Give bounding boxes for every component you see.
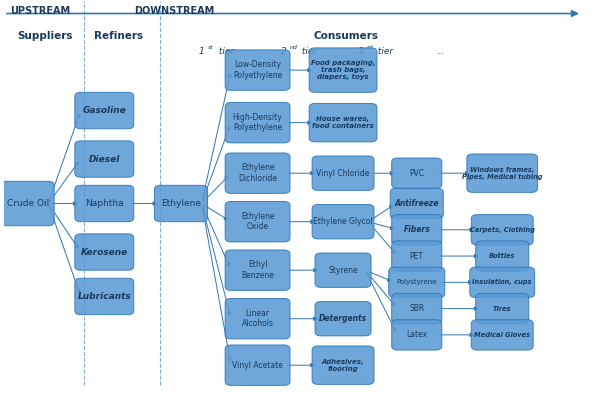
Text: Medical Gloves: Medical Gloves (474, 332, 530, 338)
Text: rd: rd (367, 45, 373, 50)
FancyBboxPatch shape (392, 293, 442, 324)
Text: DOWNSTREAM: DOWNSTREAM (134, 7, 214, 17)
FancyBboxPatch shape (225, 298, 290, 339)
Text: Bottles: Bottles (489, 253, 515, 259)
Text: Refiners: Refiners (95, 31, 143, 41)
Text: 2: 2 (281, 48, 287, 57)
Text: Diesel: Diesel (89, 155, 120, 164)
Text: Low-Density
Polyethylene: Low-Density Polyethylene (233, 60, 282, 80)
FancyBboxPatch shape (471, 320, 533, 350)
Text: Styrene: Styrene (328, 266, 358, 275)
FancyBboxPatch shape (75, 185, 134, 222)
Text: Adhesives,
flooring: Adhesives, flooring (322, 359, 364, 372)
Text: PVC: PVC (409, 168, 424, 178)
FancyBboxPatch shape (1, 181, 54, 226)
FancyBboxPatch shape (225, 153, 290, 193)
FancyBboxPatch shape (315, 302, 371, 336)
Text: ...: ... (436, 48, 444, 57)
FancyBboxPatch shape (476, 241, 529, 271)
Text: House wares,
food containers: House wares, food containers (312, 116, 374, 129)
Text: tier: tier (375, 48, 394, 57)
FancyBboxPatch shape (312, 346, 374, 384)
FancyBboxPatch shape (312, 204, 374, 239)
Text: Polystyrene: Polystyrene (396, 279, 437, 285)
FancyBboxPatch shape (467, 154, 538, 193)
Text: Vinyl Acetate: Vinyl Acetate (232, 361, 283, 370)
FancyBboxPatch shape (476, 293, 529, 324)
Text: Ethylene: Ethylene (161, 199, 201, 208)
Text: Lubricants: Lubricants (77, 292, 131, 301)
Text: Crude Oil: Crude Oil (7, 199, 49, 208)
Text: Consumers: Consumers (314, 31, 378, 41)
Text: PET: PET (410, 252, 424, 260)
FancyBboxPatch shape (225, 201, 290, 242)
FancyBboxPatch shape (75, 92, 134, 129)
Text: Ethylene
Oxide: Ethylene Oxide (241, 212, 274, 232)
FancyBboxPatch shape (392, 214, 442, 245)
Text: 1: 1 (199, 48, 205, 57)
Text: UPSTREAM: UPSTREAM (10, 7, 70, 17)
FancyBboxPatch shape (225, 250, 290, 291)
Text: Food packaging,
trash bags,
diapers, toys: Food packaging, trash bags, diapers, toy… (311, 60, 375, 80)
FancyBboxPatch shape (312, 156, 374, 190)
Text: 3: 3 (358, 48, 364, 57)
FancyBboxPatch shape (392, 158, 442, 188)
FancyBboxPatch shape (392, 320, 442, 350)
Text: Suppliers: Suppliers (18, 31, 73, 41)
Text: Ethylene Glycol: Ethylene Glycol (313, 217, 373, 226)
FancyBboxPatch shape (225, 50, 290, 90)
FancyBboxPatch shape (75, 234, 134, 270)
Text: nd: nd (290, 45, 298, 50)
Text: Antifreeze: Antifreeze (394, 199, 439, 208)
FancyBboxPatch shape (392, 241, 442, 271)
FancyBboxPatch shape (315, 253, 371, 287)
FancyBboxPatch shape (225, 103, 290, 143)
FancyBboxPatch shape (471, 214, 533, 245)
Text: Fibers: Fibers (403, 225, 430, 234)
FancyBboxPatch shape (75, 141, 134, 177)
Text: Insulation, cups: Insulation, cups (472, 279, 532, 285)
FancyBboxPatch shape (390, 188, 443, 219)
FancyBboxPatch shape (154, 185, 208, 222)
FancyBboxPatch shape (309, 48, 377, 92)
Text: Ethyl
Benzene: Ethyl Benzene (241, 260, 274, 280)
FancyBboxPatch shape (75, 278, 134, 315)
Text: Kerosene: Kerosene (81, 247, 128, 256)
Text: High-Density
Polyethylene: High-Density Polyethylene (233, 113, 283, 132)
Text: Vinyl Chloride: Vinyl Chloride (317, 168, 369, 178)
Text: Tires: Tires (493, 306, 512, 312)
Text: Carpets, Clothing: Carpets, Clothing (469, 227, 535, 233)
Text: st: st (208, 45, 213, 50)
Text: Windows frames,
Pipes, Medical tubing: Windows frames, Pipes, Medical tubing (462, 166, 543, 180)
Text: tier: tier (299, 48, 317, 57)
FancyBboxPatch shape (309, 103, 377, 142)
Text: SBR: SBR (409, 304, 424, 313)
Text: Detergents: Detergents (319, 314, 367, 323)
Text: Naphtha: Naphtha (85, 199, 124, 208)
FancyBboxPatch shape (389, 267, 444, 298)
Text: Ethylene
Dichloride: Ethylene Dichloride (238, 164, 277, 183)
FancyBboxPatch shape (470, 267, 535, 298)
Text: Gasoline: Gasoline (83, 106, 126, 115)
Text: tier: tier (217, 48, 234, 57)
FancyBboxPatch shape (225, 345, 290, 385)
Text: Latex: Latex (406, 330, 427, 339)
Text: Linear
Alcohols: Linear Alcohols (242, 309, 274, 328)
